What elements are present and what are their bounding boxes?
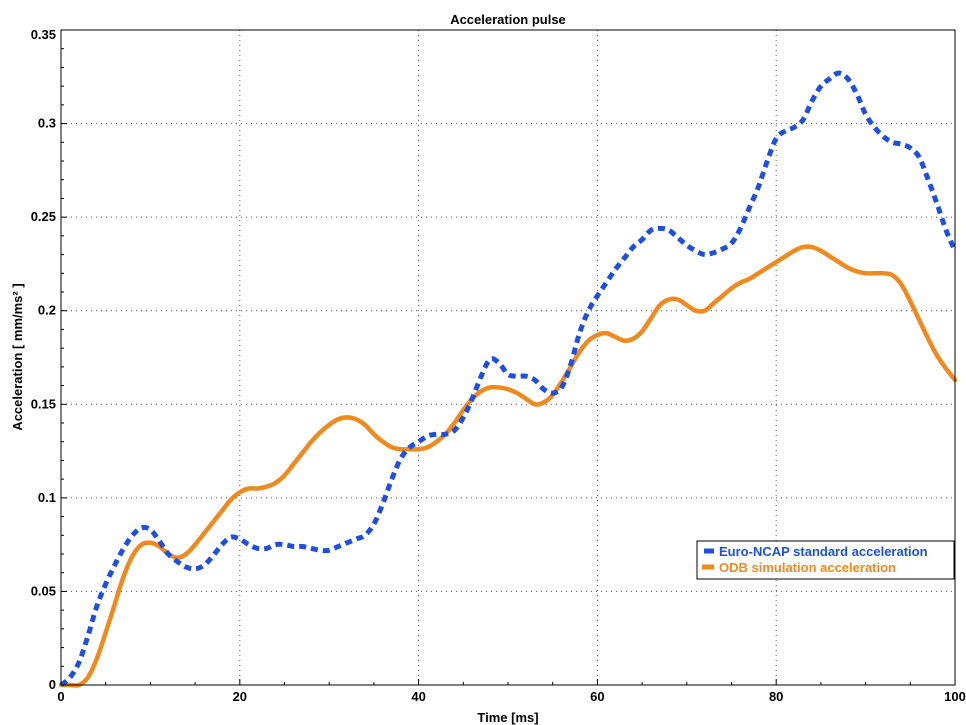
x-tick-label: 0: [57, 689, 64, 704]
x-tick-label: 80: [769, 689, 783, 704]
x-tick-label: 40: [411, 689, 425, 704]
series-line-odb: [58, 244, 958, 688]
ticks: 0 20 40 60 80 100 0 0.05 0.1 0.15 0.2 0.25 0.3 0.35: [31, 27, 966, 704]
y-axis-title: Acceleration [ mm/ms² ]: [10, 283, 25, 430]
x-axis-title: Time [ms]: [477, 710, 538, 725]
series-line-euro-ncap: [59, 70, 958, 687]
y-tick-label: 0.2: [38, 303, 56, 318]
x-tick-label: 60: [590, 689, 604, 704]
x-tick-label: 20: [233, 689, 247, 704]
y-tick-label: 0.15: [31, 396, 56, 411]
y-tick-label: 0.35: [31, 27, 56, 42]
legend: Euro-NCAP standard acceleration ODB simu…: [696, 540, 955, 580]
plot-background: [61, 30, 955, 685]
y-tick-label: 0.25: [31, 209, 56, 224]
chart-title: Acceleration pulse: [450, 12, 566, 27]
y-tick-label: 0.3: [38, 116, 56, 131]
legend-box: [696, 540, 955, 580]
y-tick-label: 0.05: [31, 583, 56, 598]
legend-label-euro-ncap: Euro-NCAP standard acceleration: [719, 544, 928, 559]
y-tick-label: 0: [49, 677, 56, 692]
x-tick-label: 100: [944, 689, 966, 704]
legend-label-odb: ODB simulation acceleration: [719, 560, 896, 575]
y-tick-label: 0.1: [38, 490, 56, 505]
series-layer: [58, 70, 958, 688]
